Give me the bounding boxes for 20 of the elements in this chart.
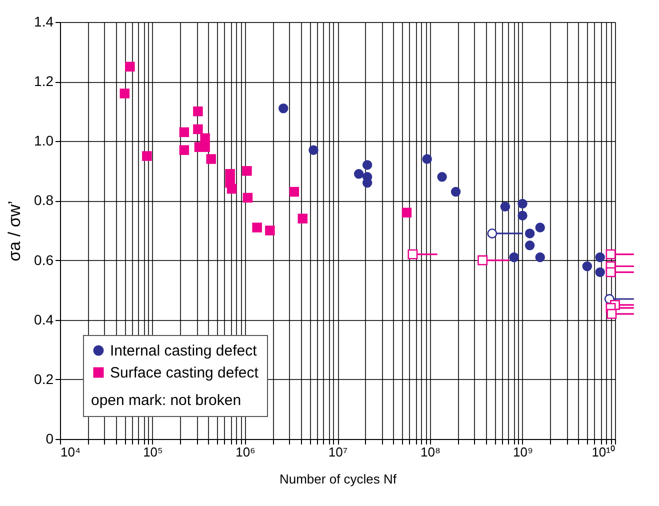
y-axis-title: σa / σw’ xyxy=(5,200,24,262)
x-tick-label: 10⁹ xyxy=(512,444,534,460)
x-axis-title: Number of cycles Nf xyxy=(279,472,397,486)
legend-label: Internal casting defect xyxy=(110,342,258,360)
x-tick-label: 10⁶ xyxy=(236,444,256,460)
legend-label: Surface casting defect xyxy=(110,364,260,382)
x-tick-label: 10⁵ xyxy=(143,444,163,460)
y-tick-label: 0.6 xyxy=(34,252,54,268)
x-tick-label: 10⁷ xyxy=(328,444,348,460)
x-tick-label: 10⁸ xyxy=(420,444,440,460)
y-tick-label: 0.4 xyxy=(34,311,54,328)
x-tick-label: 10¹⁰ xyxy=(592,444,616,460)
annotation: open mark: not broken xyxy=(91,392,242,409)
y-tick-label: 0.2 xyxy=(34,370,54,387)
y-tick-label: 1.4 xyxy=(34,14,54,30)
y-tick-label: 0.8 xyxy=(34,192,54,208)
y-tick-label: 1.2 xyxy=(34,73,54,90)
y-tick-label: 1.0 xyxy=(34,132,54,149)
x-tick-label: 10⁴ xyxy=(60,444,81,460)
y-tick-label: 0 xyxy=(46,430,54,446)
